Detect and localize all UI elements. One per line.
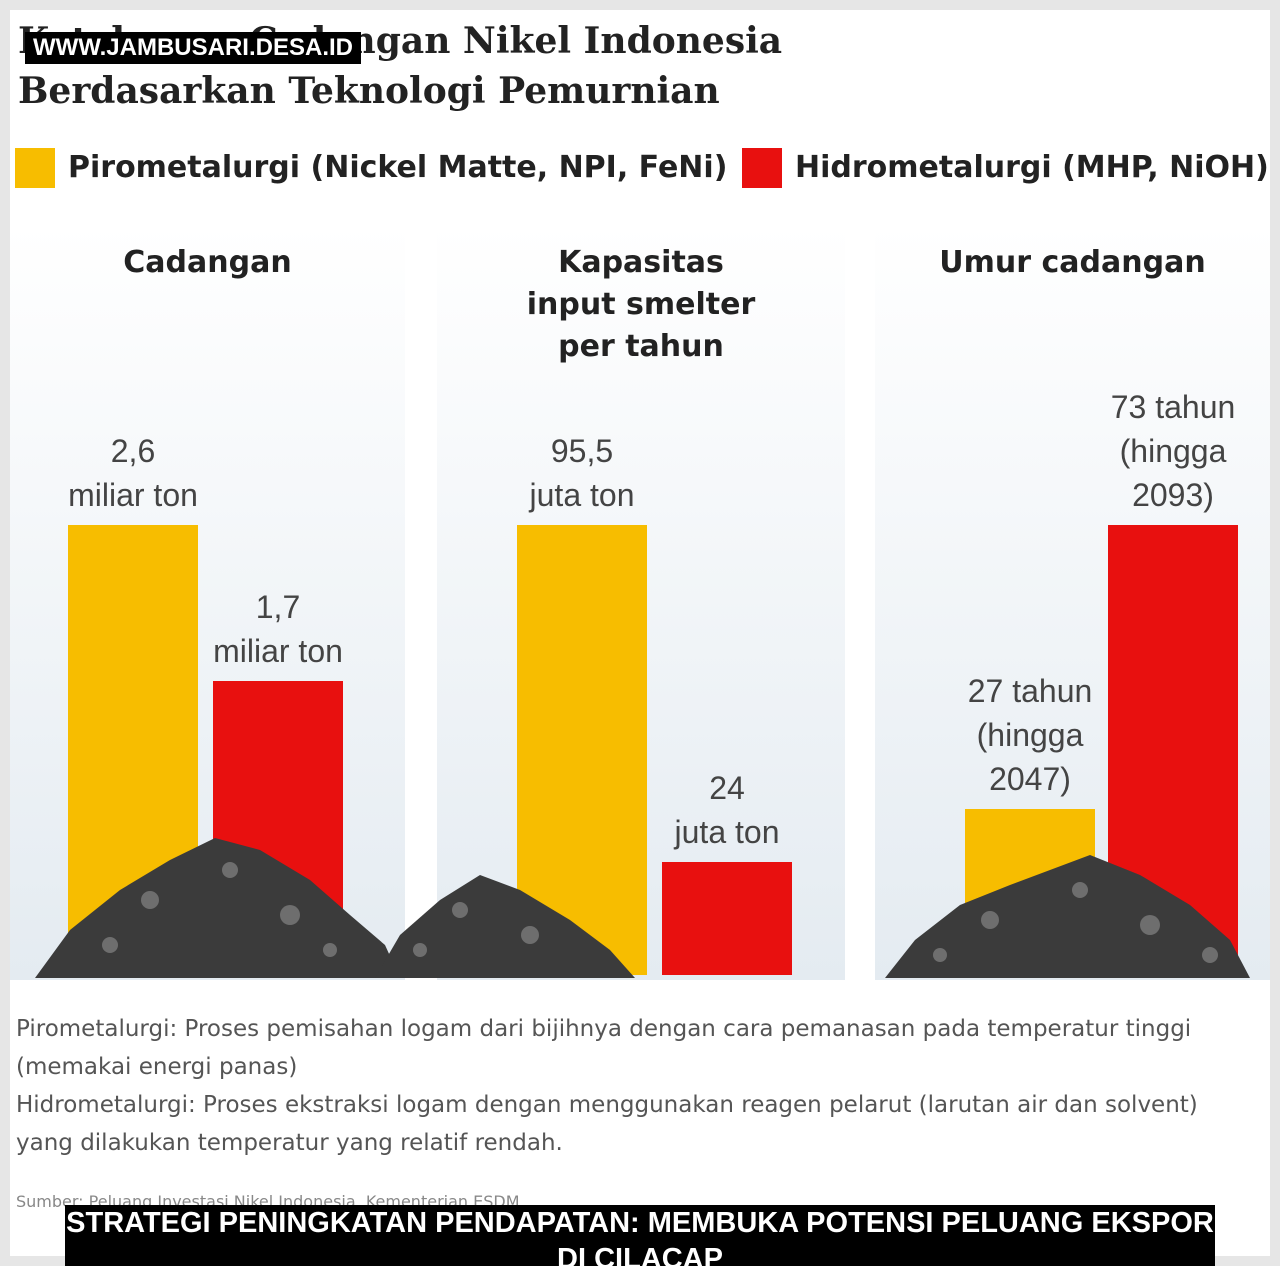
value-label: 73 tahun (hingga 2093)	[1110, 389, 1236, 513]
panel-title: Umur cadangan	[939, 245, 1206, 280]
watermark: WWW.JAMBUSARI.DESA.ID	[25, 32, 361, 64]
note: Hidrometalurgi: Proses ekstraksi logam d…	[16, 1092, 1198, 1156]
value-label: 95,5 juta ton	[529, 433, 635, 513]
value-label: 24 juta ton	[674, 769, 780, 850]
legend-swatch	[15, 148, 55, 188]
panel-title: Kapasitas input smelter per tahun	[526, 245, 756, 364]
note: Pirometalurgi: Proses pemisahan logam da…	[16, 1016, 1192, 1080]
bar	[517, 525, 647, 975]
legend-label: Pirometalurgi (Nickel Matte, NPI, FeNi)	[68, 150, 728, 185]
subtitle: Berdasarkan Teknologi Pemurnian	[18, 70, 720, 112]
value-label: 1,7 miliar ton	[213, 588, 343, 669]
notes: Pirometalurgi: Proses pemisahan logam da…	[16, 1010, 1216, 1162]
caption: STRATEGI PENINGKATAN PENDAPATAN: MEMBUKA…	[65, 1205, 1215, 1266]
value-label: 27 tahun (hingga 2047)	[967, 672, 1093, 797]
bar	[662, 861, 792, 975]
legend-label: Hidrometalurgi (MHP, NiOH)	[795, 150, 1269, 185]
panel-title: Cadangan	[123, 245, 292, 280]
legend-swatch	[742, 148, 782, 188]
value-label: 2,6 miliar ton	[68, 433, 198, 513]
